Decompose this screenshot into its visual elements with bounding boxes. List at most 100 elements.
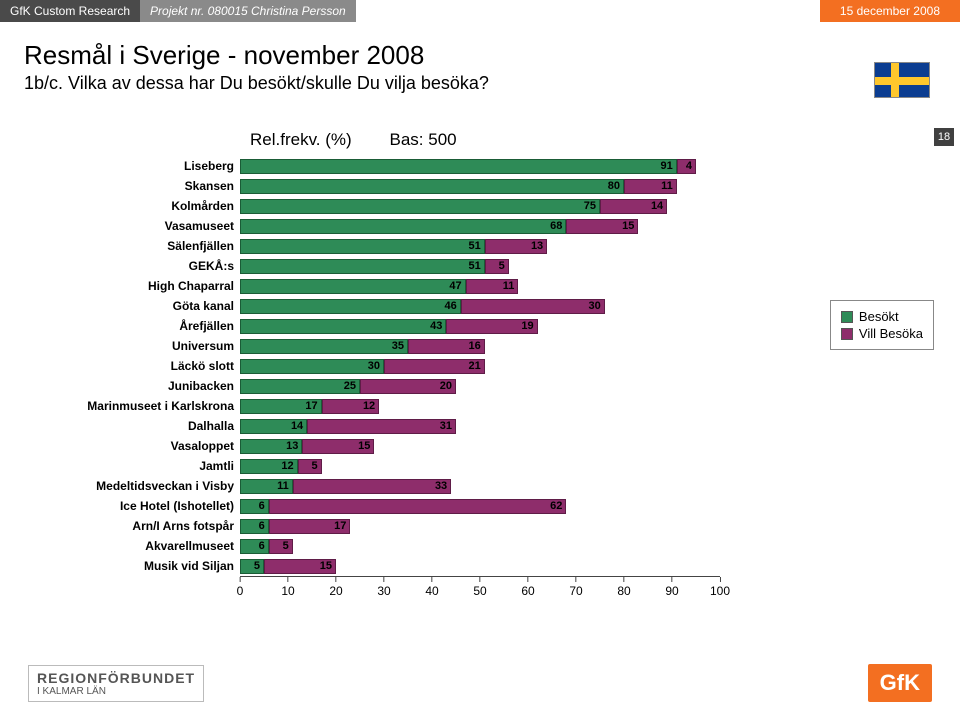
bar-row: 6 62 bbox=[240, 496, 720, 516]
category-label: Vasamuseet bbox=[40, 216, 234, 236]
bar-visited: 12 bbox=[240, 459, 298, 474]
bar-value: 5 bbox=[251, 560, 263, 572]
legend-label: Vill Besöka bbox=[859, 326, 923, 341]
bar-would-visit: 5 bbox=[298, 459, 322, 474]
bar-visited: 75 bbox=[240, 199, 600, 214]
legend-label: Besökt bbox=[859, 309, 899, 324]
bar-row: 51 5 bbox=[240, 256, 720, 276]
page-title: Resmål i Sverige - november 2008 bbox=[24, 40, 936, 71]
bar-value: 30 bbox=[586, 300, 604, 312]
bar-value: 13 bbox=[528, 240, 546, 252]
header-project: Projekt nr. 080015 Christina Persson bbox=[140, 0, 356, 22]
bar-value: 68 bbox=[547, 220, 565, 232]
bar-would-visit: 11 bbox=[624, 179, 677, 194]
bar-visited: 6 bbox=[240, 499, 269, 514]
bar-visited: 25 bbox=[240, 379, 360, 394]
bar-value: 47 bbox=[446, 280, 464, 292]
x-tick: 20 bbox=[329, 577, 342, 598]
x-tick: 90 bbox=[665, 577, 678, 598]
header-date: 15 december 2008 bbox=[820, 0, 960, 22]
bar-visited: 91 bbox=[240, 159, 677, 174]
bar-value: 6 bbox=[256, 520, 268, 532]
bar-visited: 14 bbox=[240, 419, 307, 434]
bar-would-visit: 20 bbox=[360, 379, 456, 394]
bar-row: 6815 bbox=[240, 216, 720, 236]
bar-visited: 6 bbox=[240, 519, 269, 534]
bar-value: 6 bbox=[256, 500, 268, 512]
bar-would-visit: 14 bbox=[600, 199, 667, 214]
bar-value: 4 bbox=[683, 160, 695, 172]
bar-row: 30 21 bbox=[240, 356, 720, 376]
gfk-logo: GfK bbox=[868, 664, 932, 702]
bar-visited: 17 bbox=[240, 399, 322, 414]
chart-header-left: Rel.frekv. (%) bbox=[250, 130, 352, 149]
legend-item: Besökt bbox=[841, 309, 923, 324]
bar-would-visit: 19 bbox=[446, 319, 537, 334]
x-tick: 60 bbox=[521, 577, 534, 598]
x-tick-label: 20 bbox=[329, 584, 342, 598]
bar-row: 8011 bbox=[240, 176, 720, 196]
region-line2: I KALMAR LÄN bbox=[37, 686, 195, 697]
category-label: Liseberg bbox=[40, 156, 234, 176]
bar-would-visit: 21 bbox=[384, 359, 485, 374]
x-tick: 10 bbox=[281, 577, 294, 598]
bar-row: 51 13 bbox=[240, 236, 720, 256]
x-tick: 50 bbox=[473, 577, 486, 598]
bar-row: 4711 bbox=[240, 276, 720, 296]
category-label: Akvarellmuseet bbox=[40, 536, 234, 556]
bar-value: 17 bbox=[302, 400, 320, 412]
bar-visited: 51 bbox=[240, 259, 485, 274]
bar-value: 91 bbox=[658, 160, 676, 172]
footer: REGIONFÖRBUNDET I KALMAR LÄN GfK bbox=[0, 646, 960, 716]
bar-would-visit: 5 bbox=[269, 539, 293, 554]
x-tick-label: 40 bbox=[425, 584, 438, 598]
bar-row: 4630 bbox=[240, 296, 720, 316]
bar-value: 5 bbox=[308, 460, 320, 472]
category-label: Jamtli bbox=[40, 456, 234, 476]
category-label: Kolmården bbox=[40, 196, 234, 216]
bar-value: 21 bbox=[466, 360, 484, 372]
bar-visited: 6 bbox=[240, 539, 269, 554]
bar-would-visit: 15 bbox=[566, 219, 638, 234]
bar-row: 12 5 bbox=[240, 456, 720, 476]
bar-value: 12 bbox=[278, 460, 296, 472]
bar-visited: 11 bbox=[240, 479, 293, 494]
bar-value: 13 bbox=[283, 440, 301, 452]
x-tick-label: 90 bbox=[665, 584, 678, 598]
bar-row: 515 bbox=[240, 556, 720, 576]
bar-value: 51 bbox=[466, 240, 484, 252]
x-tick-label: 10 bbox=[281, 584, 294, 598]
bar-value: 19 bbox=[518, 320, 536, 332]
category-label: Vasaloppet bbox=[40, 436, 234, 456]
category-axis: LisebergSkansenKolmårdenVasamuseetSälenf… bbox=[40, 156, 240, 577]
bar-value: 15 bbox=[355, 440, 373, 452]
bar-visited: 80 bbox=[240, 179, 624, 194]
category-label: Marinmuseet i Karlskrona bbox=[40, 396, 234, 416]
x-tick-label: 30 bbox=[377, 584, 390, 598]
bar-row: 7514 bbox=[240, 196, 720, 216]
bar-would-visit: 31 bbox=[307, 419, 456, 434]
x-tick-label: 50 bbox=[473, 584, 486, 598]
x-tick-label: 100 bbox=[710, 584, 730, 598]
chart-container: Rel.frekv. (%) Bas: 500 LisebergSkansenK… bbox=[40, 130, 920, 603]
chart-body: LisebergSkansenKolmårdenVasamuseetSälenf… bbox=[40, 156, 920, 577]
bar-value: 5 bbox=[496, 260, 508, 272]
bar-value: 30 bbox=[365, 360, 383, 372]
bar-value: 75 bbox=[581, 200, 599, 212]
bar-would-visit: 16 bbox=[408, 339, 485, 354]
bar-value: 20 bbox=[437, 380, 455, 392]
bar-visited: 35 bbox=[240, 339, 408, 354]
bar-value: 80 bbox=[605, 180, 623, 192]
header-org: GfK Custom Research bbox=[0, 0, 140, 22]
x-tick: 30 bbox=[377, 577, 390, 598]
bar-visited: 30 bbox=[240, 359, 384, 374]
bar-visited: 43 bbox=[240, 319, 446, 334]
bar-row: 3516 bbox=[240, 336, 720, 356]
bar-row: 65 bbox=[240, 536, 720, 556]
bar-value: 62 bbox=[547, 500, 565, 512]
region-line1: REGIONFÖRBUNDET bbox=[37, 670, 195, 686]
category-label: GEKÅ:s bbox=[40, 256, 234, 276]
x-axis: 0102030405060708090100 bbox=[240, 577, 720, 603]
bar-would-visit: 15 bbox=[302, 439, 374, 454]
sweden-flag-icon bbox=[874, 62, 930, 98]
